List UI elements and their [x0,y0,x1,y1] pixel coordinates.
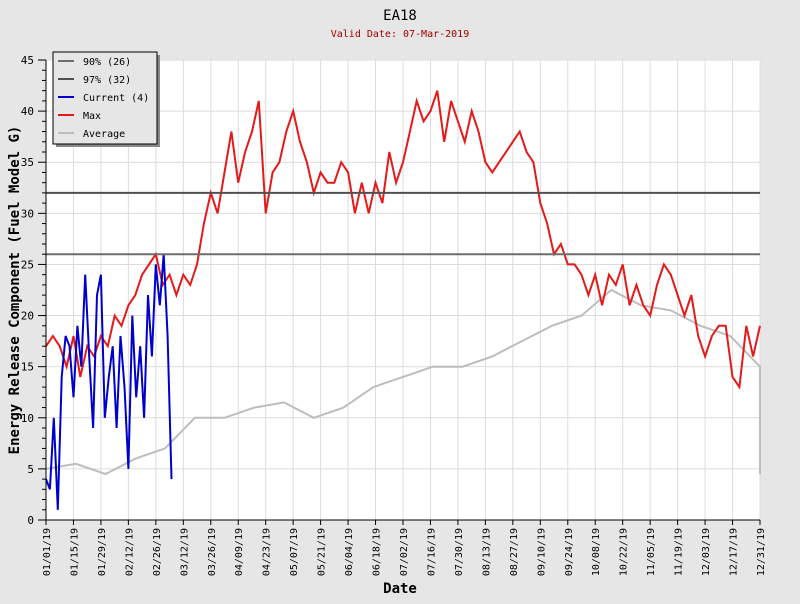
x-tick-label: 12/03/19 [701,528,712,576]
x-tick-label: 06/18/19 [372,528,383,576]
x-tick-label: 11/19/19 [674,528,685,576]
x-tick-label: 11/05/19 [646,528,657,576]
x-tick-label: 12/31/19 [756,528,767,576]
y-tick-label: 10 [21,412,34,425]
y-axis-label: Energy Release Component (Fuel Model G) [7,126,23,455]
x-tick-label: 09/10/19 [536,528,547,576]
chart-title: EA18 [383,8,417,24]
y-tick-label: 0 [27,514,34,527]
x-tick-label: 07/30/19 [454,528,465,576]
x-tick-label: 12/17/19 [729,528,740,576]
y-tick-label: 35 [21,156,34,169]
y-tick-label: 5 [27,463,34,476]
y-tick-label: 40 [21,105,34,118]
legend: 90% (26) 97% (32) Current (4) Max Average [52,51,160,147]
legend-label: Average [83,129,125,140]
x-tick-label: 08/27/19 [509,528,520,576]
x-tick-label: 04/09/19 [234,528,245,576]
x-tick-label: 08/13/19 [481,528,492,576]
x-tick-label: 10/22/19 [619,528,630,576]
x-tick-label: 03/26/19 [207,528,218,576]
y-tick-label: 25 [21,258,34,271]
x-tick-label: 07/16/19 [426,528,437,576]
x-tick-label: 10/08/19 [591,528,602,576]
x-tick-label: 01/15/19 [69,528,80,576]
x-tick-label: 04/23/19 [262,528,273,576]
x-tick-label: 05/21/19 [317,528,328,576]
x-tick-label: 05/07/19 [289,528,300,576]
x-tick-label: 03/12/19 [179,528,190,576]
x-tick-label: 06/04/19 [344,528,355,576]
legend-label: 97% (32) [83,75,131,86]
chart-subtitle: Valid Date: 07-Mar-2019 [331,29,469,40]
y-tick-label: 15 [21,361,34,374]
y-tick-label: 30 [21,207,34,220]
x-tick-label: 09/24/19 [564,528,575,576]
y-tick-label: 20 [21,310,34,323]
series-line-current [45,254,173,510]
x-axis-label: Date [383,581,417,597]
legend-label: 90% (26) [83,57,131,68]
x-tick-label: 07/02/19 [399,528,410,576]
legend-label: Max [83,111,101,122]
series-line-average [45,288,761,476]
x-tick-label: 01/29/19 [97,528,108,576]
y-tick-label: 45 [21,54,34,67]
x-tick-label: 02/12/19 [124,528,135,576]
legend-label: Current (4) [83,93,149,104]
x-tick-label: 02/26/19 [152,528,163,576]
x-tick-label: 01/01/19 [42,528,53,576]
